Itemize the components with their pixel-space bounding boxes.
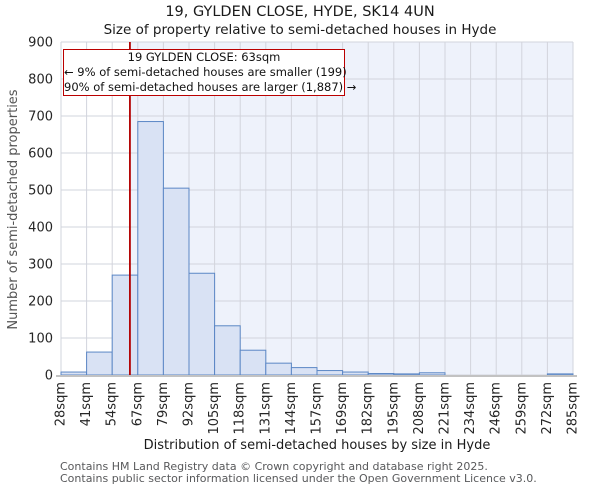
x-tick-label: 79sqm: [156, 382, 171, 426]
x-tick-label: 169sqm: [335, 382, 350, 435]
x-tick-label: 157sqm: [310, 382, 325, 435]
x-tick-label: 195sqm: [386, 382, 401, 435]
footer-line-2: Contains public sector information licen…: [60, 472, 537, 485]
annotation-line-smaller: ← 9% of semi-detached houses are smaller…: [64, 65, 347, 79]
x-tick-label: 208sqm: [412, 382, 427, 435]
x-axis-label: Distribution of semi-detached houses by …: [143, 438, 491, 453]
y-tick-label: 800: [28, 73, 53, 88]
y-tick-label: 100: [28, 332, 53, 347]
x-tick-label: 67sqm: [130, 382, 145, 426]
marker-annotation-box: 19 GYLDEN CLOSE: 63sqm ← 9% of semi-deta…: [63, 49, 357, 96]
annotation-line-address: 19 GYLDEN CLOSE: 63sqm: [127, 50, 281, 64]
y-tick-label: 900: [28, 36, 53, 51]
histogram-bar-41sqm: [86, 351, 113, 376]
x-tick-label: 182sqm: [361, 382, 376, 435]
x-tick-label: 234sqm: [463, 382, 478, 435]
x-tick-label: 285sqm: [566, 382, 581, 435]
histogram-bar-28sqm: [60, 371, 88, 376]
histogram-bar-144sqm: [290, 367, 318, 376]
chart-subtitle: Size of property relative to semi-detach…: [103, 22, 497, 38]
y-tick-label: 500: [28, 184, 53, 199]
y-tick-label: 700: [28, 110, 53, 125]
x-tick-label: 259sqm: [514, 382, 529, 435]
y-tick-label: 200: [28, 295, 53, 310]
x-tick-label: 118sqm: [233, 382, 248, 435]
x-tick-label: 272sqm: [540, 382, 555, 435]
annotation-line-larger: 90% of semi-detached houses are larger (…: [64, 80, 357, 94]
x-tick-label: 41sqm: [79, 382, 94, 426]
chart-title: 19, GYLDEN CLOSE, HYDE, SK14 4UN: [165, 4, 435, 20]
histogram-bar-92sqm: [188, 272, 216, 376]
histogram-bar-79sqm: [162, 187, 190, 376]
x-tick-label: 28sqm: [54, 382, 69, 426]
x-tick-label: 144sqm: [284, 382, 299, 435]
x-tick-label: 221sqm: [438, 382, 453, 435]
footer-line-1: Contains HM Land Registry data © Crown c…: [60, 460, 488, 473]
histogram-bar-118sqm: [239, 349, 267, 376]
x-tick-label: 92sqm: [182, 382, 197, 426]
histogram-bar-157sqm: [316, 370, 344, 376]
histogram-bar-131sqm: [265, 362, 292, 376]
license-footer: Contains HM Land Registry data © Crown c…: [60, 461, 537, 485]
x-tick-label: 105sqm: [207, 382, 222, 435]
x-tick-label: 131sqm: [258, 382, 273, 435]
y-tick-label: 400: [28, 221, 53, 236]
histogram-bar-169sqm: [342, 371, 369, 376]
histogram-bar-105sqm: [214, 325, 241, 376]
x-tick-label: 54sqm: [105, 382, 120, 426]
histogram-bar-208sqm: [418, 372, 446, 376]
y-tick-label: 600: [28, 147, 53, 162]
y-tick-label: 300: [28, 258, 53, 273]
histogram-bar-67sqm: [137, 121, 164, 376]
histogram-bar-195sqm: [393, 373, 420, 376]
histogram-bar-54sqm: [111, 274, 139, 376]
histogram-bar-272sqm: [546, 373, 574, 376]
y-tick-label: 0: [45, 369, 53, 384]
histogram-bar-182sqm: [367, 373, 395, 376]
x-tick-label: 246sqm: [489, 382, 504, 435]
